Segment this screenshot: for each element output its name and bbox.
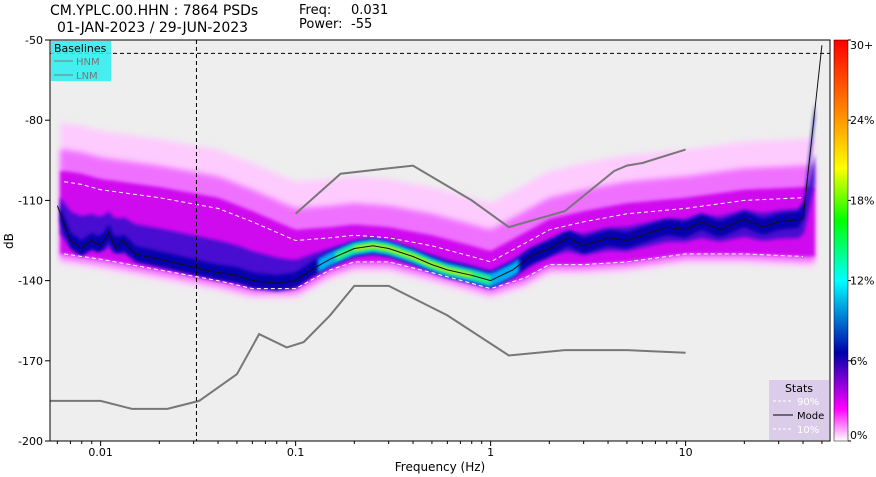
colorbar-ticks: 30+ 24% 18% 12% 6% 0% [848,39,874,442]
density-band-blue [60,154,815,286]
y-tick-label: -140 [18,275,43,288]
baselines-legend: Baselines HNM LNM [51,41,111,82]
legend-p10: 10% [797,425,819,436]
colorbar [833,39,849,442]
lnm-baseline-line [50,284,686,410]
colorbar-tick-label: 18% [850,194,874,207]
power-label: Power: [299,17,343,32]
x-axis-label: Frequency (Hz) [395,460,486,474]
mode-line [56,45,823,284]
x-tick-label: 0.01 [88,446,113,459]
y-axis-label: dB [2,233,16,249]
x-tick-label: 0.1 [287,446,305,459]
colorbar-tick-label: 6% [850,355,867,368]
y-tick-label: -110 [18,194,43,207]
legend-lnm: LNM [76,71,98,82]
y-tick-label: -80 [25,114,43,127]
stats-legend: Stats 90% Mode 10% [769,380,829,440]
y-tick-label: -50 [25,34,43,47]
density-band-core [60,102,815,292]
chart-title: CM.YPLC.00.HHN : 7864 PSDs [50,3,259,19]
legend-p90: 90% [797,397,819,408]
x-tick-label: 10 [679,446,693,459]
density-hot-green [335,241,491,285]
colorbar-tick-label: 12% [850,275,874,288]
colorbar-tick-label: 0% [850,429,867,442]
chart-subtitle: 01-JAN-2023 / 29-JUN-2023 [57,20,249,36]
colorbar-tick-label: 30+ [850,39,873,52]
freq-value: 0.031 [351,3,389,18]
colorbar-tick-label: 24% [850,114,874,127]
plot-frame [49,39,831,442]
y-tick-label: -170 [18,355,43,368]
axes: 0.01 0.1 1 10 -50 -80 -110 -140 -170 -200 [18,34,823,459]
hnm-baseline-line [294,148,686,229]
stats-legend-title: Stats [785,382,813,395]
baselines-legend-title: Baselines [54,42,107,55]
legend-mode: Mode [797,411,824,422]
freq-label: Freq: [299,3,332,18]
psd-density-heatmap [60,102,815,300]
power-value: -55 [351,17,373,32]
x-tick-label: 1 [487,446,494,459]
percentile-10-line [64,253,804,290]
legend-hnm: HNM [76,57,100,68]
y-tick-label: -200 [18,435,43,448]
density-hot-yellow [354,243,472,278]
percentile-90-line [64,181,804,263]
